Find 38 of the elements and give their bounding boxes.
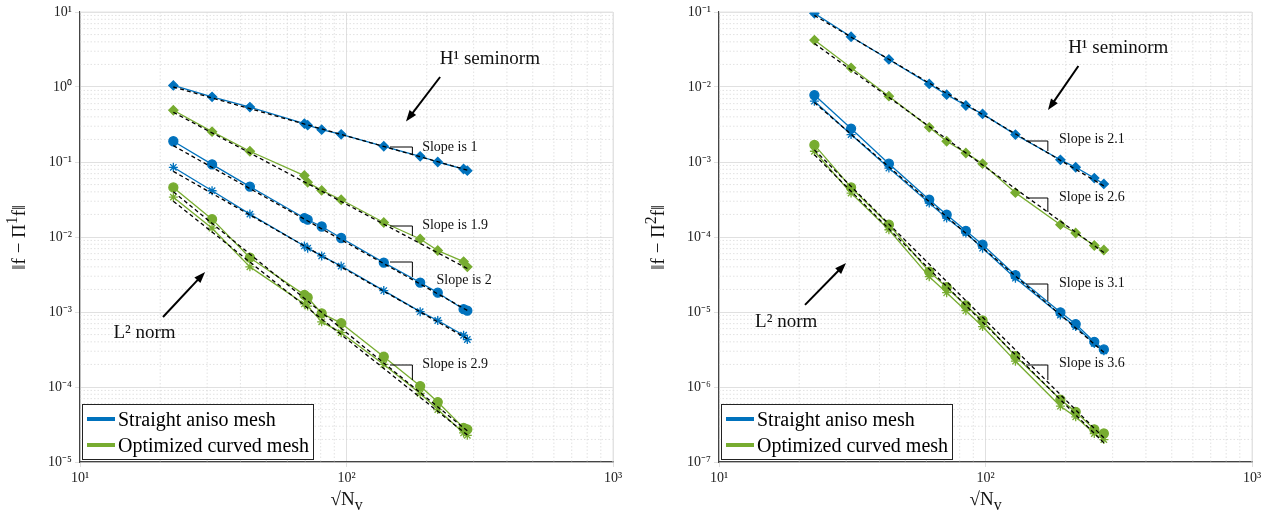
y-tick-label: 10⁻⁵: [687, 303, 712, 319]
annotation: L² norm: [755, 310, 818, 332]
legend-label: Optimized curved mesh: [118, 433, 310, 458]
legend-label: Optimized curved mesh: [757, 433, 949, 458]
annotation: Slope is 1: [422, 139, 478, 155]
x-axis-title: √N$_{v}$: [969, 488, 1002, 514]
y-tick-label: 10⁻³: [48, 303, 72, 319]
y-tick-label: 10⁰: [53, 78, 72, 94]
annotation: Slope is 1.9: [422, 217, 488, 233]
y-tick-label: 10⁻⁴: [687, 228, 712, 244]
x-tick-label: 10²: [976, 470, 995, 486]
x-tick-label: 10²: [337, 470, 356, 486]
x-tick-label: 10³: [1242, 470, 1262, 486]
x-tick-label: 10³: [603, 470, 623, 486]
y-tick-label: 10⁻⁷: [687, 453, 712, 469]
x-tick-label: 10¹: [709, 470, 729, 486]
y-tick-label: 10¹: [53, 3, 72, 19]
y-tick-label: 10⁻²: [48, 228, 72, 244]
y-tick-label: 10⁻⁶: [687, 378, 712, 394]
annotation: Slope is 2.9: [422, 356, 488, 372]
y-tick-label: 10⁻²: [687, 78, 711, 94]
x-tick-label: 10¹: [70, 470, 90, 486]
y-tick-label: 10⁻¹: [687, 3, 711, 19]
y-tick-label: 10⁻³: [687, 153, 711, 169]
y-tick-label: 10⁻⁵: [48, 453, 73, 469]
annotation: Slope is 3.6: [1059, 355, 1125, 371]
y-tick-label: 10⁻⁴: [48, 378, 73, 394]
annotation: Slope is 2.1: [1059, 130, 1125, 146]
legend-label: Straight aniso mesh: [118, 407, 276, 432]
annotation: H¹ seminorm: [439, 47, 541, 69]
annotation: L² norm: [113, 321, 176, 343]
annotation: Slope is 2: [436, 271, 492, 287]
legend-label: Straight aniso mesh: [757, 407, 915, 432]
y-tick-label: 10⁻¹: [48, 153, 72, 169]
annotation: Slope is 2.6: [1059, 188, 1125, 204]
annotation: Slope is 3.1: [1059, 275, 1125, 291]
annotation: H¹ seminorm: [1068, 35, 1169, 57]
x-axis-title: √N$_{v}$: [330, 488, 363, 514]
